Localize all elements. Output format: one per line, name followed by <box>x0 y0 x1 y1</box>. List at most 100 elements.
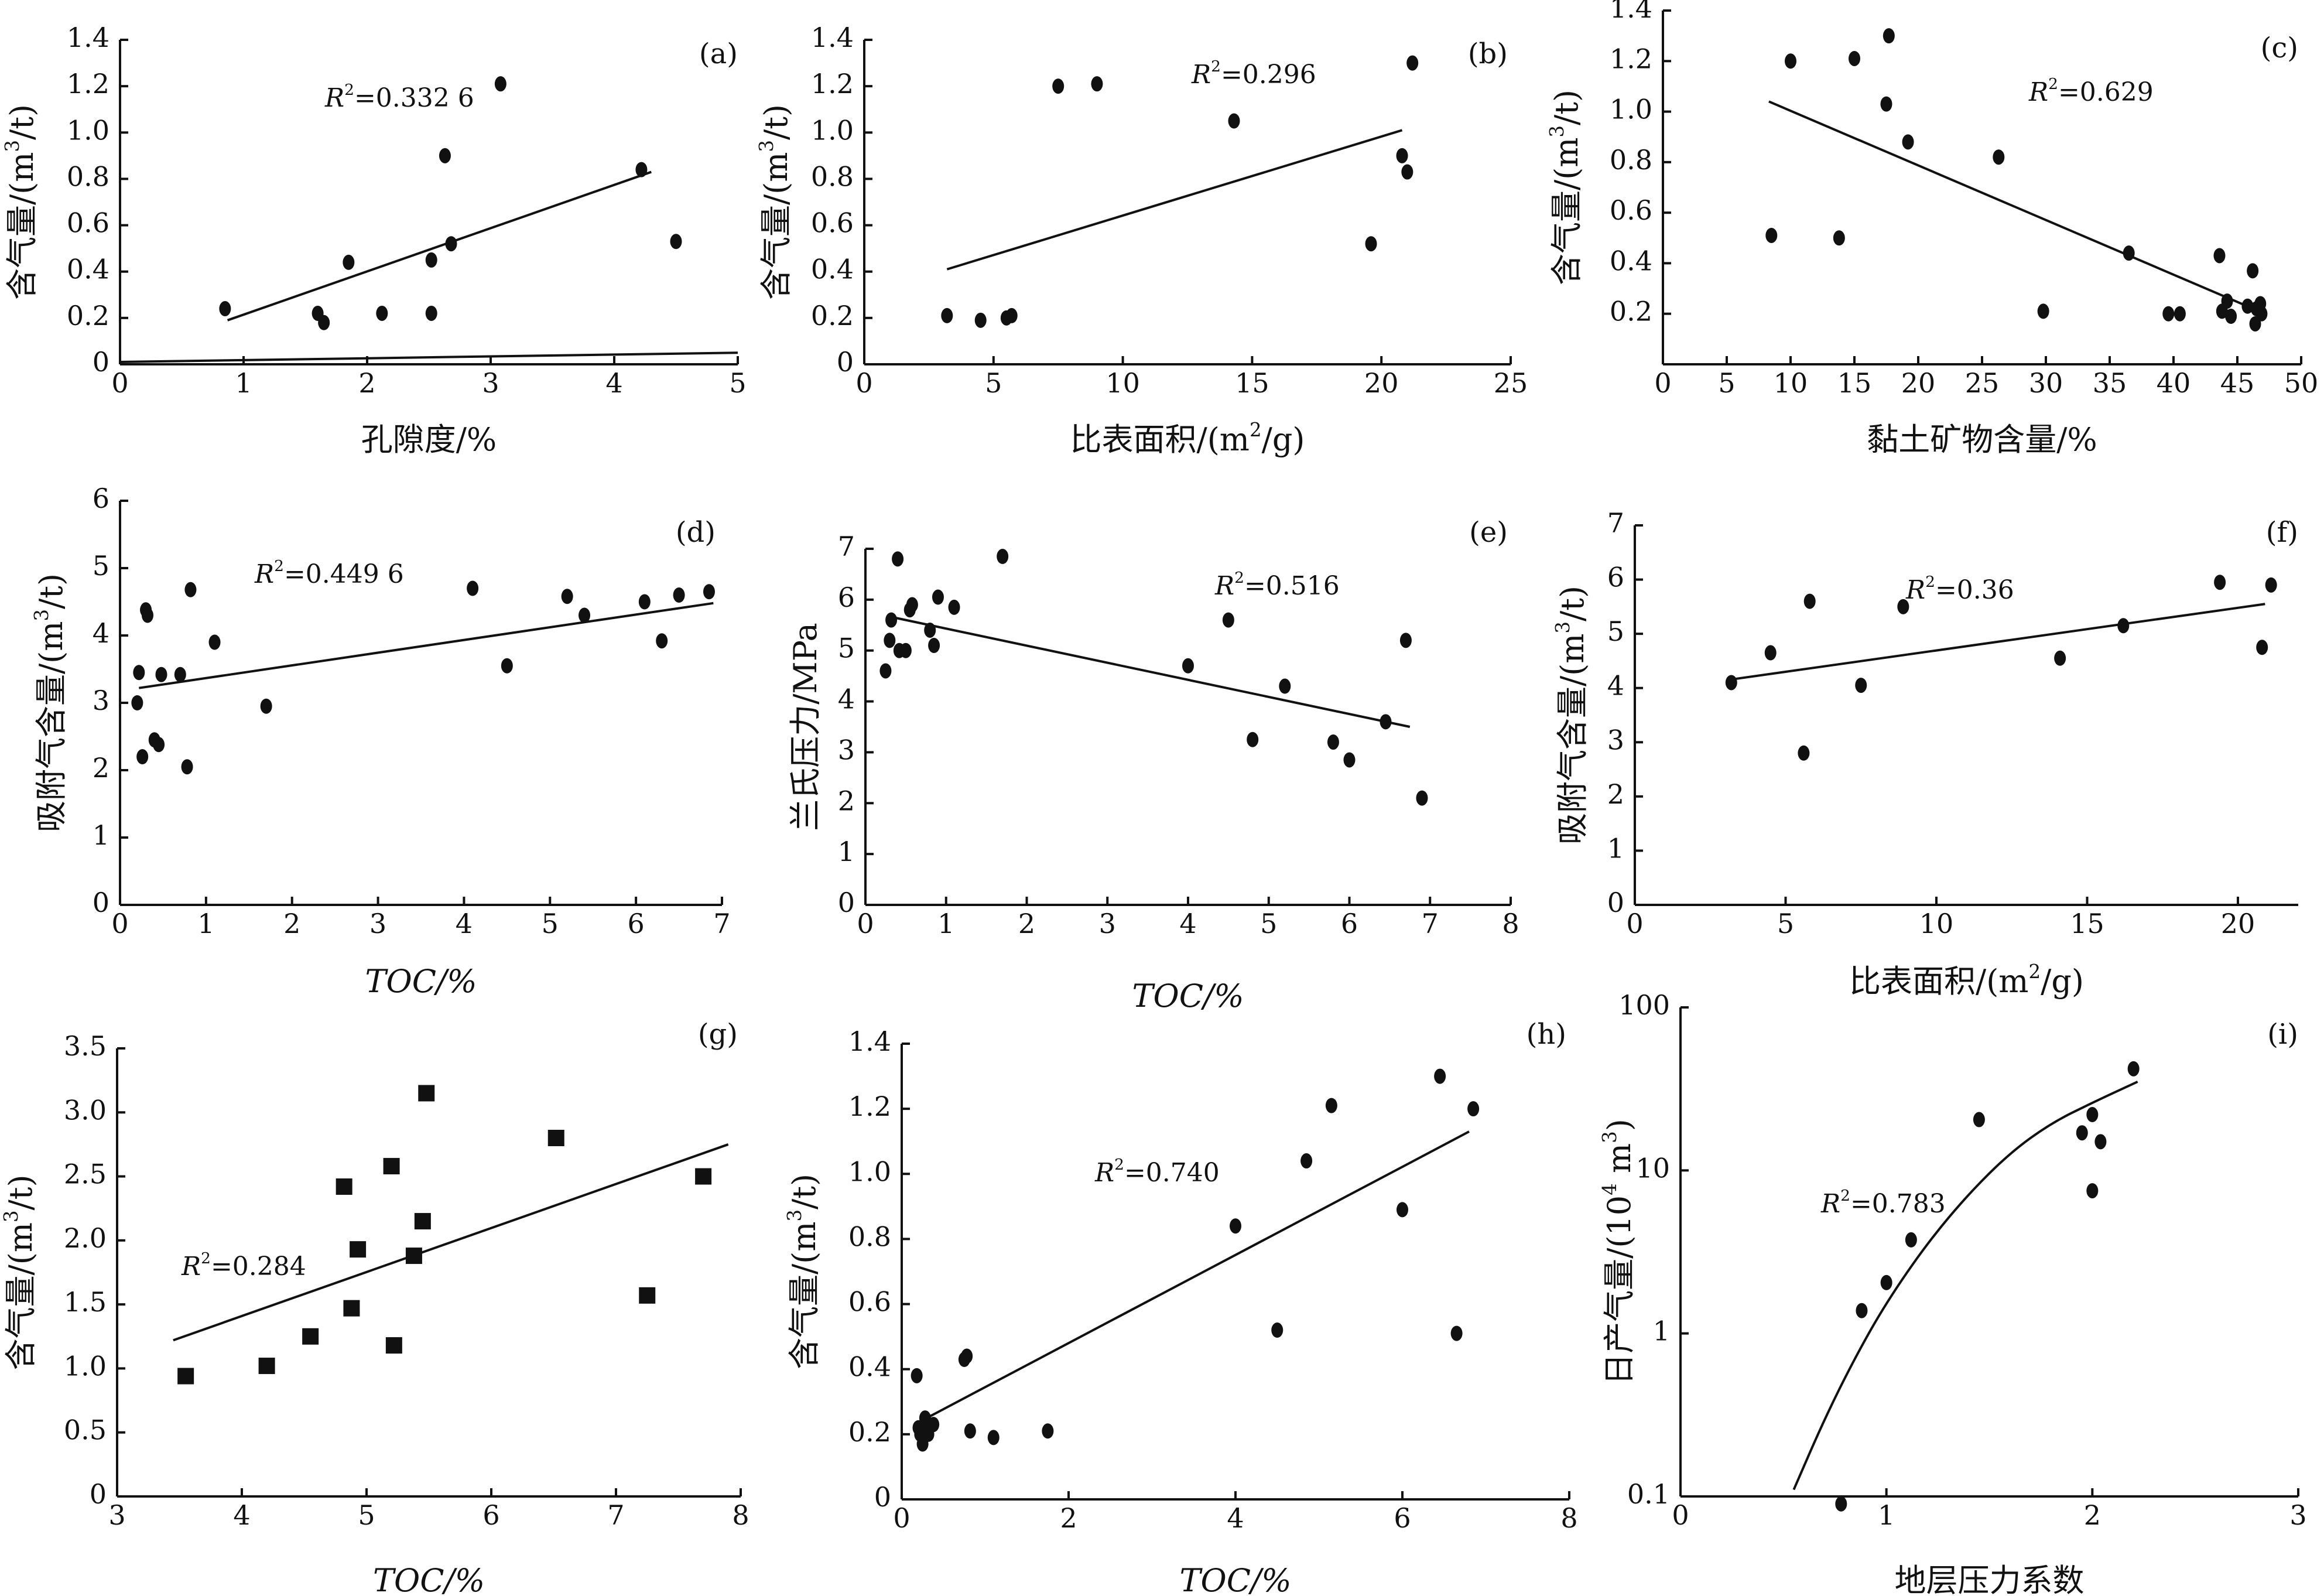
data-point <box>547 1130 564 1146</box>
x-tick-label: 40 <box>2157 367 2191 399</box>
y-tick-label: 2 <box>93 752 109 784</box>
data-point <box>1835 1496 1847 1512</box>
x-tick-label: 10 <box>1919 908 1954 939</box>
x-tick-label: 7 <box>1422 908 1439 939</box>
y-tick-label: 1.4 <box>811 22 854 53</box>
y-tick-label: 0.4 <box>811 254 854 285</box>
panel-tag: (g) <box>698 1018 738 1051</box>
data-point <box>133 665 145 681</box>
x-tick-label: 1 <box>937 908 954 939</box>
data-point <box>383 1158 400 1175</box>
x-axis-title: TOC/% <box>1132 978 1244 1014</box>
data-point <box>2054 650 2066 666</box>
x-tick-label: 4 <box>1179 908 1196 939</box>
data-point <box>136 749 149 764</box>
chart-panel-a: 0 1 2 3 4 5 0 0.2 0.4 0.6 0.8 1.0 1.2 1.4 孔隙度/% 含气量/(m3… <box>1 22 747 458</box>
y-axis-title: 兰氏压力/MPa <box>787 623 824 831</box>
data-point <box>1467 1101 1480 1117</box>
data-point <box>2076 1125 2088 1141</box>
x-axis-title: TOC/% <box>1179 1562 1291 1596</box>
y-tick-label: 1.0 <box>848 1156 891 1187</box>
trend-line <box>139 602 714 689</box>
x-tick-label: 3 <box>1099 908 1116 939</box>
data-point <box>2123 245 2135 261</box>
data-point <box>2255 306 2268 322</box>
data-point <box>635 162 648 177</box>
y-tick-label: 1.0 <box>811 114 854 146</box>
y-tick-label: 100 <box>1618 989 1670 1021</box>
x-tick-label: 2 <box>1018 908 1035 939</box>
data-point <box>445 236 457 252</box>
data-point <box>1182 658 1194 674</box>
data-point <box>561 589 573 604</box>
x-tick-label: 20 <box>1364 367 1399 399</box>
data-point <box>2247 263 2259 279</box>
y-tick-label: 6 <box>838 582 855 613</box>
data-point <box>350 1241 367 1258</box>
data-point <box>219 301 231 317</box>
x-tick-label: 0 <box>111 367 128 399</box>
x-tick-label: 1 <box>1878 1499 1895 1531</box>
data-point <box>932 589 944 605</box>
y-tick-label: 0.8 <box>67 160 109 192</box>
data-point <box>2174 306 2186 322</box>
y-tick-label: 0.8 <box>848 1221 891 1252</box>
data-point <box>467 580 479 596</box>
y-tick-label: 4 <box>838 683 855 715</box>
y-tick-label: 0.8 <box>1610 144 1652 176</box>
trend-line <box>926 1130 1470 1419</box>
data-point <box>2265 577 2277 593</box>
x-tick-label: 15 <box>1837 367 1872 399</box>
data-point <box>1247 732 1259 747</box>
data-point <box>928 638 940 654</box>
y-tick-label: 1.4 <box>67 22 109 53</box>
data-point <box>343 1300 360 1317</box>
trend-curve <box>1792 1081 2138 1491</box>
y-tick-label: 1.4 <box>848 1026 891 1057</box>
data-point <box>385 1337 402 1354</box>
data-point <box>2127 1061 2140 1076</box>
y-tick-label: 1.0 <box>67 114 109 146</box>
data-point <box>885 612 898 628</box>
data-point <box>974 312 987 328</box>
x-tick-label: 6 <box>1394 1502 1411 1534</box>
baseline-line <box>119 351 738 364</box>
data-point <box>1880 96 1892 112</box>
data-point <box>2241 298 2254 314</box>
trend-line <box>946 129 1403 271</box>
data-point <box>1091 76 1103 92</box>
y-axis-title: 含气量/(m3/t) <box>1546 90 1586 285</box>
data-point <box>1833 230 1845 246</box>
y-tick-label: 7 <box>1607 507 1624 539</box>
chart-panel-e: 0 1 2 3 4 5 6 7 8 0 1 2 3 4 5 6 7 TOC/% 兰氏压力/MPa (e) R2=0.51… <box>787 516 1519 1014</box>
x-axis-title: 孔隙度/% <box>361 421 497 458</box>
data-point <box>2162 306 2175 322</box>
data-point <box>1725 675 1737 691</box>
y-tick-label: 0 <box>837 346 854 378</box>
y-tick-label: 4 <box>93 617 109 649</box>
x-tick-label: 2 <box>1060 1502 1077 1534</box>
y-tick-label: 1 <box>93 819 109 851</box>
y-tick-label: 0.8 <box>811 160 854 192</box>
y-axis-title: 含气量/(m3/t) <box>1 104 41 300</box>
data-point <box>1300 1153 1313 1169</box>
x-tick-label: 20 <box>2221 908 2255 939</box>
data-point <box>1880 1274 1892 1290</box>
data-point <box>1327 734 1339 750</box>
y-tick-label: 0.4 <box>848 1351 891 1383</box>
panel-tag: (b) <box>1468 37 1508 70</box>
x-axis-title: 地层压力系数 <box>1895 1562 2085 1596</box>
r-squared-label: R2=0.629 <box>2028 75 2154 107</box>
data-point <box>414 1213 431 1230</box>
x-tick-label: 4 <box>605 367 622 399</box>
y-axis-title: 吸附气含量/(m3/t) <box>30 573 70 832</box>
data-point <box>376 305 388 321</box>
data-point <box>302 1328 319 1345</box>
trend-line <box>1728 603 2265 681</box>
y-axis-title: 吸附气含量/(m3/t) <box>1552 586 1591 845</box>
x-tick-label: 3 <box>108 1499 125 1531</box>
x-tick-label: 3 <box>369 908 386 939</box>
x-tick-label: 6 <box>1341 908 1358 939</box>
data-point <box>1406 55 1419 71</box>
data-point <box>2213 248 2226 264</box>
